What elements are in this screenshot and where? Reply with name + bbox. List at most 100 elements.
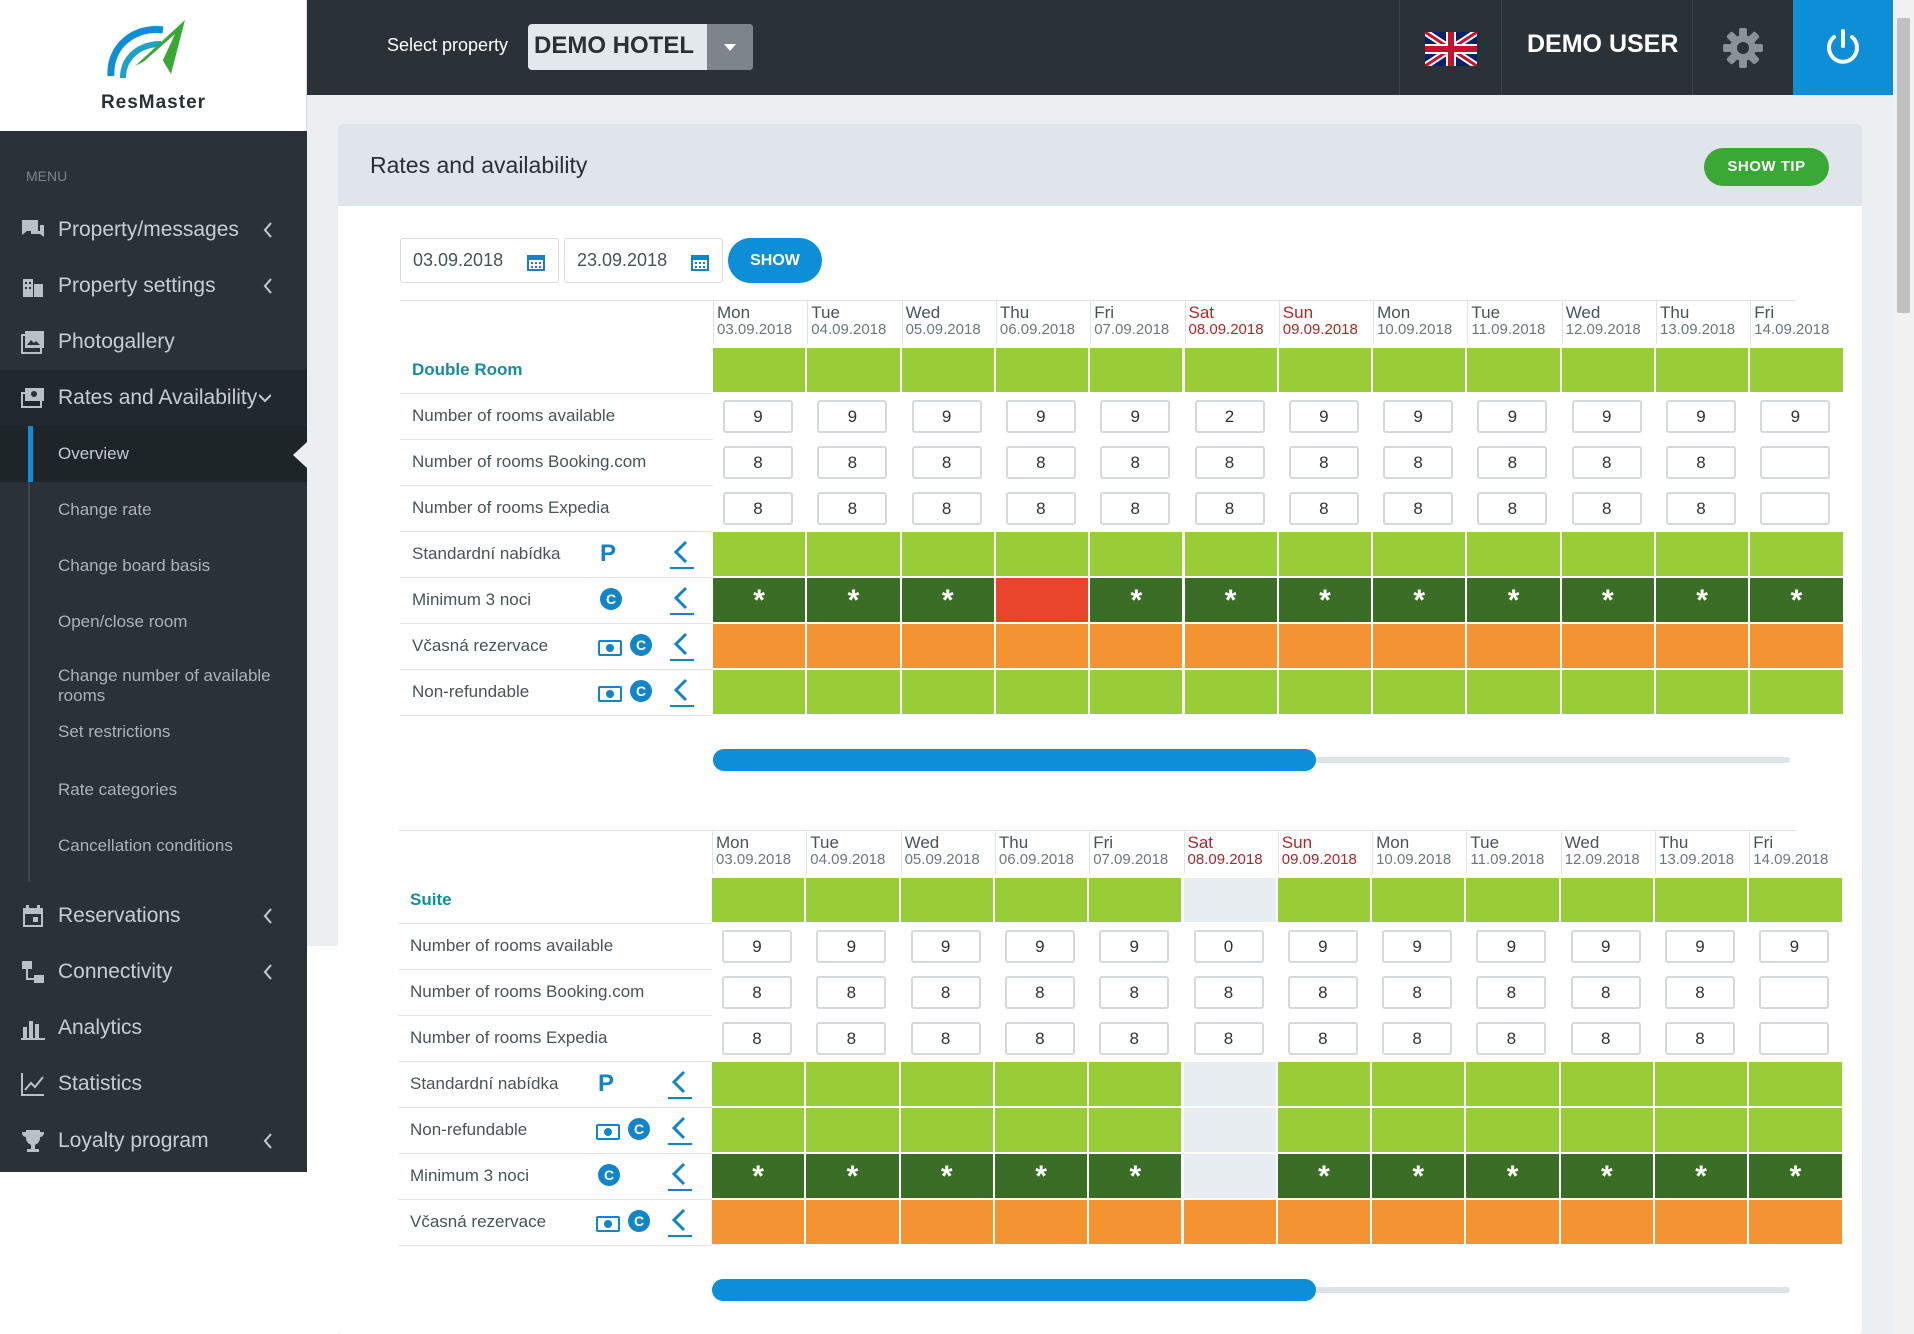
rooms-count-input[interactable] bbox=[1760, 492, 1831, 525]
rate-cell[interactable] bbox=[1184, 532, 1279, 576]
rooms-count-input[interactable]: 8 bbox=[723, 446, 793, 479]
room-availability-cell[interactable] bbox=[1466, 878, 1561, 922]
rooms-count-input[interactable]: 8 bbox=[1194, 446, 1265, 479]
rooms-count-input[interactable]: 8 bbox=[1665, 976, 1735, 1009]
chevron-left-icon[interactable] bbox=[262, 1132, 274, 1150]
rooms-count-input[interactable]: 8 bbox=[1004, 976, 1075, 1009]
room-availability-cell[interactable] bbox=[1090, 348, 1185, 392]
sidebar-item-property-messages[interactable]: Property/messages bbox=[0, 202, 307, 258]
room-availability-cell[interactable] bbox=[1750, 348, 1845, 392]
rooms-count-input[interactable]: 8 bbox=[1193, 976, 1264, 1009]
room-availability-cell[interactable] bbox=[1561, 348, 1656, 392]
room-availability-cell[interactable] bbox=[900, 878, 995, 922]
rate-cell[interactable]: * bbox=[1749, 1154, 1844, 1198]
rooms-count-input[interactable]: 8 bbox=[1288, 446, 1359, 479]
rate-cell[interactable] bbox=[995, 532, 1091, 576]
page-scrollbar[interactable] bbox=[1893, 0, 1914, 1334]
rate-cell[interactable] bbox=[1561, 670, 1656, 714]
room-availability-cell[interactable] bbox=[1277, 878, 1373, 922]
rate-cell[interactable] bbox=[1278, 670, 1374, 714]
rate-cell[interactable] bbox=[712, 1200, 807, 1244]
rate-cell[interactable] bbox=[1749, 1062, 1844, 1106]
rate-cell[interactable]: * bbox=[1278, 578, 1374, 622]
rate-cell[interactable] bbox=[712, 1062, 807, 1106]
rate-cell[interactable]: * bbox=[1467, 578, 1562, 622]
rate-cell[interactable]: * bbox=[713, 578, 808, 622]
date-to-input[interactable]: 23.09.2018 bbox=[564, 238, 723, 283]
rate-cell[interactable] bbox=[1090, 624, 1185, 668]
rate-cell[interactable]: * bbox=[1373, 578, 1468, 622]
submenu-item-rate-categories[interactable]: Rate categories bbox=[58, 780, 178, 799]
rooms-count-input[interactable]: 8 bbox=[911, 492, 982, 525]
rooms-count-input[interactable]: 8 bbox=[1193, 1022, 1264, 1055]
rate-cell[interactable] bbox=[995, 670, 1091, 714]
room-availability-cell[interactable] bbox=[712, 878, 807, 922]
rate-cell[interactable] bbox=[1467, 532, 1562, 576]
rate-cell[interactable] bbox=[1560, 1062, 1655, 1106]
rooms-count-input[interactable] bbox=[1759, 1022, 1830, 1055]
room-availability-cell[interactable] bbox=[1749, 878, 1844, 922]
rate-cell[interactable] bbox=[1183, 1062, 1278, 1106]
rate-cell[interactable]: * bbox=[1466, 1154, 1561, 1198]
rooms-count-input[interactable]: 8 bbox=[1477, 492, 1548, 525]
show-button[interactable]: SHOW bbox=[728, 238, 822, 283]
rate-cell[interactable] bbox=[1750, 624, 1845, 668]
room-availability-cell[interactable] bbox=[1278, 348, 1374, 392]
rate-cell[interactable] bbox=[1656, 670, 1751, 714]
calendar-icon[interactable] bbox=[690, 252, 710, 272]
rate-cell[interactable] bbox=[1277, 1200, 1373, 1244]
rate-cell[interactable] bbox=[994, 1108, 1090, 1152]
rooms-count-input[interactable]: 8 bbox=[1571, 446, 1642, 479]
rooms-count-input[interactable]: 8 bbox=[1570, 976, 1641, 1009]
room-availability-cell[interactable] bbox=[1183, 878, 1278, 922]
rooms-count-input[interactable]: 8 bbox=[1382, 1022, 1453, 1055]
rate-cell[interactable] bbox=[1277, 1062, 1373, 1106]
rate-cell[interactable] bbox=[712, 1108, 807, 1152]
rooms-count-input[interactable]: 9 bbox=[1004, 930, 1075, 963]
chevron-left-icon[interactable] bbox=[666, 1159, 692, 1193]
rooms-count-input[interactable]: 8 bbox=[722, 976, 792, 1009]
submenu-item-cancellation-conditions[interactable]: Cancellation conditions bbox=[58, 836, 233, 855]
user-name[interactable]: DEMO USER bbox=[1527, 30, 1679, 58]
rooms-count-input[interactable]: 8 bbox=[1477, 446, 1548, 479]
rate-cell[interactable] bbox=[1655, 1062, 1750, 1106]
rooms-count-input[interactable]: 9 bbox=[816, 930, 887, 963]
rooms-count-input[interactable]: 9 bbox=[817, 400, 888, 433]
rate-cell[interactable] bbox=[1090, 532, 1185, 576]
rate-cell[interactable] bbox=[1466, 1062, 1561, 1106]
rooms-count-input[interactable]: 8 bbox=[723, 492, 793, 525]
rate-cell[interactable] bbox=[1278, 532, 1374, 576]
rate-cell[interactable] bbox=[1750, 532, 1845, 576]
rate-cell[interactable] bbox=[900, 1108, 995, 1152]
room-availability-cell[interactable] bbox=[1373, 348, 1468, 392]
rooms-count-input[interactable]: 8 bbox=[1382, 976, 1453, 1009]
rooms-count-input[interactable]: 8 bbox=[1005, 492, 1076, 525]
room-availability-cell[interactable] bbox=[713, 348, 808, 392]
rooms-count-input[interactable]: 8 bbox=[1099, 976, 1170, 1009]
rate-cell[interactable] bbox=[1089, 1062, 1184, 1106]
rate-cell[interactable]: * bbox=[1750, 578, 1845, 622]
rooms-count-input[interactable]: 8 bbox=[1571, 492, 1642, 525]
sidebar-item-rates-and-availability[interactable]: Rates and Availability bbox=[0, 370, 307, 426]
rate-cell[interactable] bbox=[807, 532, 902, 576]
room-availability-cell[interactable] bbox=[1184, 348, 1279, 392]
show-tip-button[interactable]: SHOW TIP bbox=[1704, 148, 1829, 186]
rooms-count-input[interactable]: 8 bbox=[1665, 1022, 1735, 1055]
sidebar-item-photogallery[interactable]: Photogallery bbox=[0, 314, 307, 370]
rooms-count-input[interactable]: 8 bbox=[1666, 446, 1736, 479]
rooms-count-input[interactable]: 9 bbox=[1005, 400, 1076, 433]
chevron-left-icon[interactable] bbox=[262, 907, 274, 925]
rate-cell[interactable] bbox=[806, 1108, 901, 1152]
room-availability-cell[interactable] bbox=[1655, 878, 1750, 922]
rate-cell[interactable] bbox=[1466, 1200, 1561, 1244]
rate-cell[interactable] bbox=[1183, 1154, 1278, 1198]
chevron-left-icon[interactable] bbox=[668, 583, 694, 617]
room-availability-cell[interactable] bbox=[994, 878, 1090, 922]
sidebar-item-loyalty-program[interactable]: Loyalty program bbox=[0, 1113, 307, 1169]
rate-cell[interactable] bbox=[900, 1062, 995, 1106]
rooms-count-input[interactable]: 8 bbox=[911, 446, 982, 479]
rate-cell[interactable] bbox=[1277, 1108, 1373, 1152]
sidebar-item-analytics[interactable]: Analytics bbox=[0, 1000, 307, 1056]
rooms-count-input[interactable]: 9 bbox=[1665, 930, 1735, 963]
rooms-count-input[interactable]: 9 bbox=[910, 930, 981, 963]
